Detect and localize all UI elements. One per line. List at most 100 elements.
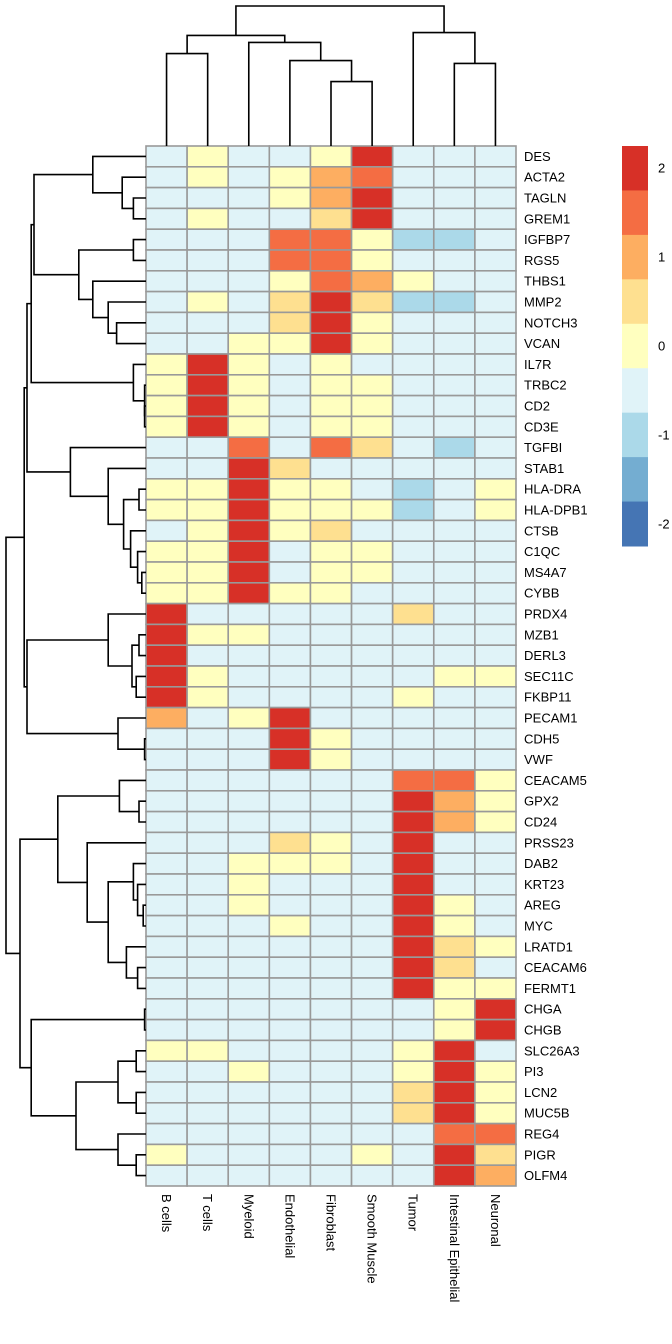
heatmap-cell <box>350 561 394 584</box>
heatmap-cell <box>432 706 476 730</box>
heatmap-cell <box>186 373 230 397</box>
legend-tick-label: 1 <box>658 250 665 265</box>
dendrogram-branch <box>57 795 120 884</box>
dendrogram-branch <box>135 1154 146 1177</box>
heatmap-cell <box>227 290 271 314</box>
dendrogram-branch <box>92 155 146 194</box>
heatmap-cell <box>145 977 188 1000</box>
heatmap-cell <box>186 831 230 855</box>
heatmap-cell <box>227 831 271 855</box>
heatmap-cell <box>432 311 476 334</box>
heatmap-cell <box>474 769 517 792</box>
heatmap-cell <box>391 415 435 438</box>
heatmap-cell <box>474 810 517 834</box>
heatmap-cell <box>391 166 435 189</box>
heatmap-cell <box>474 1039 517 1063</box>
heatmap-cell <box>227 1164 271 1187</box>
heatmap-cell <box>391 457 435 480</box>
heatmap-cell <box>391 831 435 855</box>
heatmap-cell <box>227 748 271 771</box>
heatmap-cell <box>268 373 312 397</box>
heatmap-cell <box>391 477 435 501</box>
row-label: NOTCH3 <box>524 315 577 330</box>
heatmap-cell <box>227 1060 271 1083</box>
heatmap-cell <box>268 540 312 563</box>
heatmap-cell <box>432 249 476 272</box>
heatmap-cell <box>186 561 230 584</box>
heatmap-cell <box>350 1122 394 1146</box>
heatmap-cell <box>268 457 312 480</box>
heatmap-cell <box>268 997 312 1021</box>
row-label: OLFM4 <box>524 1168 567 1183</box>
color-legend: 2 1 0 -1 -2 <box>622 146 670 547</box>
row-label: GPX2 <box>524 794 559 809</box>
heatmap-cell <box>268 727 312 751</box>
heatmap-cell <box>145 166 188 189</box>
heatmap-cell <box>350 290 394 314</box>
heatmap-cell <box>227 207 271 230</box>
heatmap-cell <box>186 436 230 459</box>
heatmap-cell <box>474 831 517 855</box>
heatmap-cell <box>309 373 353 397</box>
heatmap-cell <box>391 852 435 875</box>
heatmap-cell <box>227 1018 271 1042</box>
dendrogram-branch <box>143 384 146 417</box>
row-label: GREM1 <box>524 211 570 226</box>
heatmap-cell <box>432 353 476 376</box>
heatmap-cell <box>350 997 394 1021</box>
heatmap-cell <box>268 602 312 626</box>
heatmap-cell <box>145 353 188 376</box>
heatmap-cell <box>432 810 476 834</box>
heatmap-cell <box>268 249 312 272</box>
heatmap-cell <box>227 373 271 397</box>
heatmap-cell <box>309 1081 353 1104</box>
heatmap-cell <box>309 207 353 230</box>
heatmap-cell <box>309 810 353 834</box>
heatmap-cell <box>145 831 188 855</box>
heatmap-cell <box>145 1060 188 1083</box>
heatmap-cell <box>186 311 230 334</box>
heatmap-cell <box>391 145 435 168</box>
heatmap-cell <box>474 665 517 688</box>
heatmap-cell <box>145 415 188 438</box>
heatmap-cell <box>432 394 476 418</box>
row-dendrogram <box>5 155 146 1177</box>
heatmap-cell <box>309 581 353 605</box>
heatmap-cell <box>227 249 271 272</box>
heatmap-cell <box>350 373 394 397</box>
heatmap-cell <box>474 789 517 813</box>
heatmap-cell <box>350 1018 394 1042</box>
heatmap-cell <box>350 748 394 771</box>
heatmap-cell <box>309 997 353 1021</box>
heatmap-cell <box>145 665 188 688</box>
heatmap-cell <box>145 956 188 979</box>
heatmap-cell <box>145 1018 188 1042</box>
heatmap-cell <box>432 748 476 771</box>
legend-swatch <box>622 323 648 369</box>
heatmap-cell <box>145 373 188 397</box>
heatmap-cell <box>432 373 476 397</box>
heatmap-cell <box>391 290 435 314</box>
heatmap-cell <box>268 228 312 251</box>
legend-swatch <box>622 279 648 325</box>
heatmap-cell <box>391 1143 435 1167</box>
heatmap-cell <box>474 1122 517 1146</box>
dendrogram-branch <box>135 675 146 698</box>
heatmap-cell <box>474 914 517 938</box>
heatmap-cell <box>309 415 353 438</box>
heatmap-cell <box>186 769 230 792</box>
heatmap-cell <box>350 789 394 813</box>
heatmap-cell <box>350 394 394 418</box>
heatmap-cell <box>186 1122 230 1146</box>
heatmap-cell <box>186 873 230 896</box>
row-label: DERL3 <box>524 648 566 663</box>
row-label: DAB2 <box>524 856 558 871</box>
heatmap-cell <box>186 207 230 230</box>
heatmap-cell <box>268 873 312 896</box>
row-label: VWF <box>524 752 553 767</box>
row-label: TAGLN <box>524 191 566 206</box>
heatmap-cell <box>474 145 517 168</box>
heatmap-cell <box>474 1143 517 1167</box>
heatmap-cell <box>432 873 476 896</box>
heatmap-cell <box>309 623 353 647</box>
